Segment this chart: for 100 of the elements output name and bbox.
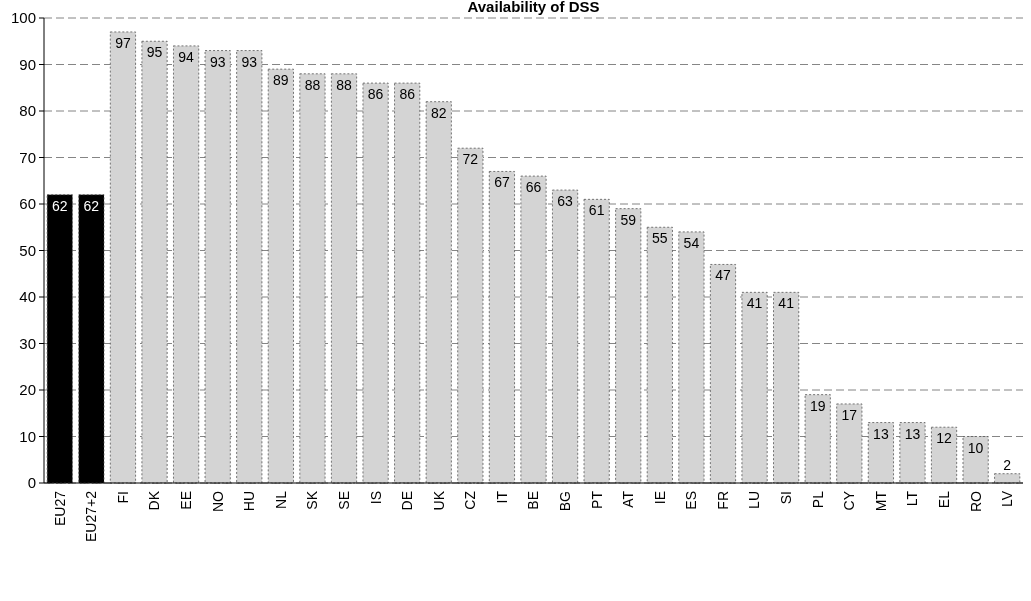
- bar: [773, 291, 800, 484]
- bar: [362, 82, 389, 484]
- x-tick-label: DE: [399, 491, 416, 511]
- data-label: 2: [1003, 456, 1012, 473]
- y-tick-label: 30: [19, 334, 36, 352]
- x-tick-label: IS: [367, 491, 384, 505]
- data-label: 62: [83, 197, 100, 214]
- x-tick-label: RO: [967, 490, 984, 512]
- y-tick-label: 10: [19, 427, 36, 445]
- y-tick-label: 60: [19, 195, 36, 213]
- data-label: 10: [967, 439, 984, 456]
- y-tick-label: 20: [19, 381, 36, 399]
- bar: [678, 231, 705, 484]
- bar: [425, 101, 452, 484]
- bar: [488, 171, 515, 484]
- data-label: 88: [336, 76, 353, 93]
- data-label: 89: [273, 72, 289, 89]
- bar: [394, 82, 421, 484]
- bar: [109, 31, 136, 484]
- x-tick-label: SI: [778, 491, 795, 505]
- y-tick-label: 70: [19, 148, 36, 166]
- chart-title: Availability of DSS: [467, 0, 600, 15]
- bar: [741, 291, 768, 484]
- x-tick-label: PL: [809, 490, 826, 509]
- data-label: 17: [841, 406, 858, 423]
- bar: [552, 189, 579, 484]
- data-label: 41: [746, 295, 763, 312]
- x-tick-label: FR: [714, 491, 731, 510]
- data-label: 94: [178, 48, 195, 65]
- y-tick-label: 80: [19, 102, 36, 120]
- bar: [615, 208, 642, 484]
- bar: [867, 422, 894, 484]
- data-label: 82: [430, 104, 447, 121]
- bar: [962, 436, 989, 484]
- bar: [931, 426, 958, 484]
- x-tick-label: LU: [746, 491, 763, 509]
- data-label: 67: [494, 174, 510, 191]
- y-tick-label: 50: [19, 241, 36, 259]
- x-tick-label: NO: [209, 490, 226, 512]
- x-tick-label: CY: [841, 490, 858, 511]
- x-tick-label: EE: [178, 491, 195, 510]
- data-label: 95: [146, 44, 163, 61]
- x-tick-label: HU: [241, 491, 258, 512]
- data-label: 13: [904, 425, 921, 442]
- data-label: 88: [304, 76, 321, 93]
- data-label: 93: [241, 53, 258, 70]
- data-label: 13: [873, 425, 889, 442]
- x-tick-label: LT: [904, 490, 921, 507]
- x-tick-label: DK: [146, 490, 163, 511]
- data-label: 62: [52, 197, 68, 214]
- x-tick-label: BE: [525, 491, 542, 510]
- x-tick-label: FI: [114, 491, 131, 504]
- data-label: 19: [809, 397, 826, 414]
- y-tick-label: 100: [10, 9, 36, 27]
- bar: [583, 198, 610, 484]
- data-label: 54: [683, 234, 700, 251]
- bar: [457, 147, 484, 484]
- data-label: 12: [936, 430, 953, 447]
- bar: [330, 73, 358, 484]
- data-label: 72: [462, 151, 479, 168]
- bar: [141, 40, 168, 484]
- data-label: 63: [557, 193, 574, 210]
- y-tick-label: 40: [19, 288, 36, 306]
- x-tick-label: AT: [620, 490, 637, 508]
- x-tick-label: SE: [335, 491, 352, 510]
- x-tick-label: UK: [430, 490, 447, 511]
- x-tick-label: EL: [935, 490, 952, 509]
- data-label: 41: [778, 295, 795, 312]
- bar: [709, 264, 737, 484]
- x-tick-label: IE: [651, 491, 668, 505]
- data-label: 93: [209, 53, 226, 70]
- data-label: 55: [652, 230, 668, 247]
- bar: [173, 45, 200, 484]
- y-tick-label: 0: [27, 474, 36, 492]
- x-tick-label: EU27: [51, 490, 68, 527]
- bar: [646, 226, 673, 484]
- x-tick-label: ES: [683, 491, 700, 510]
- data-label: 59: [620, 211, 637, 228]
- data-label: 86: [399, 86, 416, 103]
- data-label: 61: [588, 202, 605, 219]
- x-tick-label: LV: [999, 490, 1016, 508]
- x-tick-label: CZ: [462, 490, 479, 510]
- data-label: 86: [367, 86, 384, 103]
- bar: [899, 422, 926, 484]
- data-label: 66: [525, 179, 542, 196]
- bar: [236, 50, 263, 484]
- data-label: 47: [715, 267, 731, 284]
- bar: [804, 394, 831, 484]
- x-tick-label: IT: [493, 490, 510, 504]
- bar: [836, 403, 863, 484]
- x-tick-label: NL: [272, 490, 289, 509]
- y-tick-label: 90: [19, 55, 36, 73]
- data-label: 97: [115, 34, 131, 51]
- x-tick-label: MT: [872, 490, 889, 512]
- x-tick-label: BG: [556, 491, 573, 512]
- x-tick-label: EU27+2: [83, 490, 100, 542]
- x-tick-label: PT: [588, 490, 605, 509]
- bar: [204, 50, 231, 484]
- bar: [267, 68, 294, 484]
- x-tick-label: SK: [304, 490, 321, 510]
